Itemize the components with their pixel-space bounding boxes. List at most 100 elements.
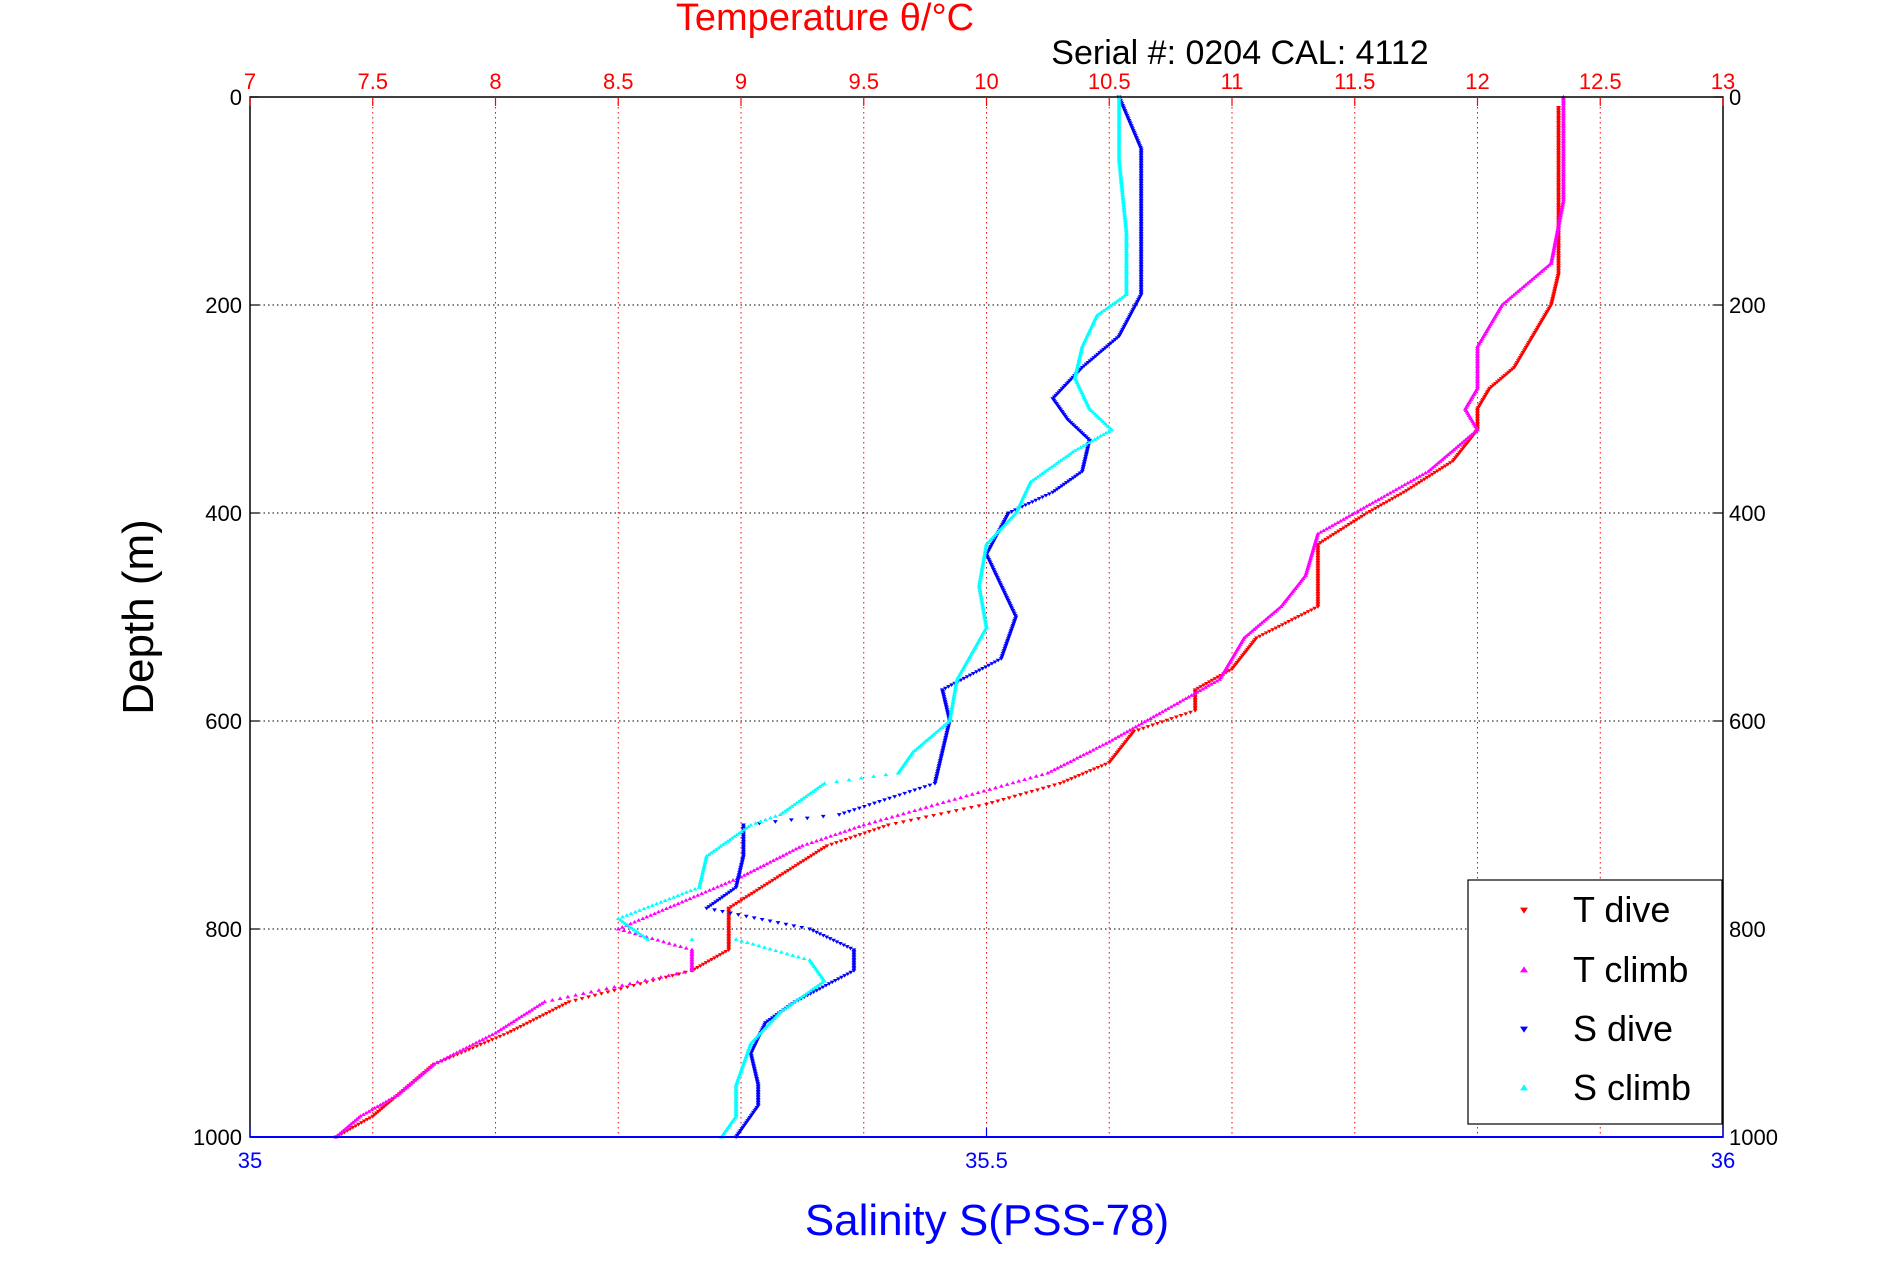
data-point [588, 989, 594, 994]
data-point [767, 860, 773, 864]
data-point [1136, 723, 1142, 727]
data-point [1122, 218, 1128, 223]
data-point [1552, 241, 1558, 246]
data-point [767, 946, 773, 951]
data-point [947, 715, 953, 720]
data-point [1037, 473, 1043, 477]
data-point [1296, 615, 1301, 619]
data-point [883, 772, 889, 777]
data-point [772, 877, 778, 881]
data-point [1559, 205, 1565, 210]
depth-tick-label-right: 800 [1729, 917, 1766, 942]
data-point [923, 805, 929, 809]
data-point [1354, 518, 1360, 522]
data-point [688, 888, 694, 893]
data-point [916, 817, 921, 821]
data-point [1061, 762, 1067, 767]
data-point [618, 918, 623, 922]
data-point [1091, 767, 1097, 772]
data-point [787, 850, 792, 854]
data-point [739, 829, 744, 834]
data-point [1556, 223, 1561, 228]
temperature-tick-label: 7 [244, 69, 256, 94]
data-point [425, 1066, 431, 1071]
data-point [537, 1015, 543, 1019]
data-point [977, 586, 983, 591]
data-point [691, 894, 697, 899]
data-point [1100, 432, 1106, 437]
data-point [831, 938, 836, 943]
data-point [1077, 355, 1082, 360]
data-point [1077, 354, 1083, 358]
data-point [701, 865, 707, 870]
data-point [638, 932, 644, 937]
data-point [1299, 613, 1305, 617]
data-point [1018, 793, 1023, 797]
data-point [946, 810, 952, 815]
data-point [935, 728, 941, 733]
data-point [482, 1041, 487, 1046]
data-point [531, 1006, 537, 1010]
data-point [882, 798, 887, 802]
data-point [1121, 294, 1127, 298]
data-point [398, 1089, 404, 1094]
data-point [1265, 615, 1270, 620]
data-point [1035, 474, 1041, 479]
data-point [1324, 526, 1329, 531]
data-point [1560, 203, 1565, 208]
legend-marker [1520, 966, 1528, 973]
data-point [1074, 756, 1080, 760]
data-point [1507, 296, 1513, 300]
data-point [640, 916, 646, 921]
data-point [816, 849, 822, 853]
data-point [1312, 541, 1318, 546]
data-point [817, 784, 823, 789]
data-point [1124, 292, 1129, 297]
data-point [621, 928, 627, 933]
data-point [950, 700, 956, 705]
data-point [967, 673, 973, 678]
data-point [824, 844, 830, 848]
data-point [1552, 239, 1558, 244]
data-point [1527, 279, 1532, 284]
data-point [611, 984, 617, 989]
data-point [1106, 761, 1112, 765]
data-point [508, 1029, 514, 1034]
data-point [666, 941, 672, 945]
data-point [1009, 509, 1015, 514]
data-point [799, 843, 805, 848]
data-point [1070, 450, 1075, 454]
depth-tick-label-left: 1000 [193, 1125, 242, 1150]
data-point [1459, 440, 1465, 445]
data-point [822, 781, 827, 785]
data-point [1387, 498, 1393, 503]
data-point [977, 581, 982, 586]
data-point [777, 855, 783, 859]
data-point [861, 804, 867, 809]
data-point [715, 845, 721, 850]
data-point [762, 883, 768, 888]
data-point [511, 1019, 516, 1023]
data-point [951, 697, 956, 701]
data-point [1307, 559, 1312, 564]
data-point [1315, 605, 1321, 609]
data-point [464, 1045, 469, 1050]
data-point [808, 988, 813, 993]
data-point [1096, 311, 1102, 316]
data-point [796, 845, 802, 849]
data-point [1121, 203, 1127, 208]
data-point [359, 1121, 364, 1125]
data-point [1050, 490, 1056, 495]
data-point [1384, 492, 1390, 497]
data-point [989, 662, 995, 666]
depth-tick-label-left: 0 [230, 85, 242, 110]
depth-tick-label-right: 600 [1729, 709, 1766, 734]
legend-marker [1520, 907, 1528, 914]
data-point [1064, 760, 1070, 765]
data-point [787, 805, 792, 810]
data-point [1153, 713, 1159, 717]
data-point [667, 904, 673, 909]
data-point [1540, 267, 1546, 272]
data-point [414, 1076, 420, 1081]
data-point [698, 877, 704, 881]
